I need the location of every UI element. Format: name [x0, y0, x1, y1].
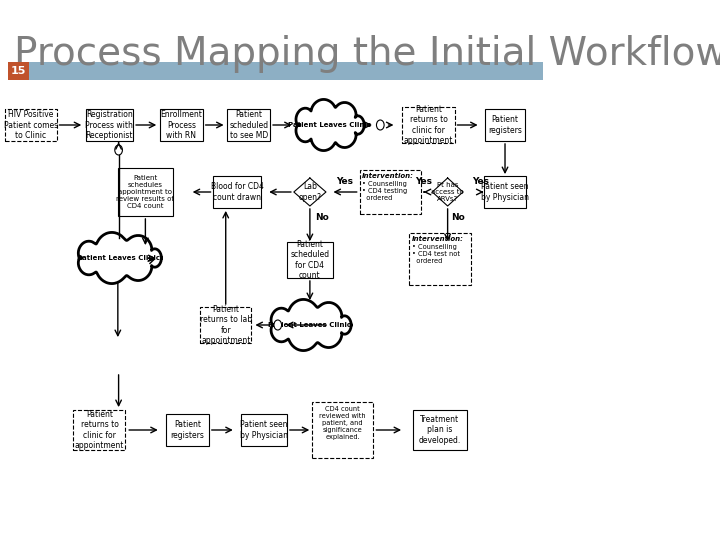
FancyBboxPatch shape: [287, 242, 333, 278]
FancyBboxPatch shape: [118, 168, 173, 216]
Text: Patient seen
by Physician: Patient seen by Physician: [481, 183, 529, 202]
Text: Enrollment
Process
with RN: Enrollment Process with RN: [161, 110, 202, 140]
FancyBboxPatch shape: [241, 414, 287, 446]
Text: Yes: Yes: [415, 177, 433, 186]
Text: Patient
returns to
clinic for
appointment: Patient returns to clinic for appointmen…: [404, 105, 453, 145]
FancyBboxPatch shape: [73, 410, 125, 450]
Text: Intervention:: Intervention:: [362, 173, 414, 179]
FancyBboxPatch shape: [160, 109, 203, 141]
Circle shape: [274, 320, 282, 330]
Text: Yes: Yes: [336, 177, 354, 186]
Text: Patient
registers: Patient registers: [488, 116, 522, 134]
Polygon shape: [294, 178, 326, 206]
Text: HIV Positive
Patient comes
to Clinic: HIV Positive Patient comes to Clinic: [4, 110, 58, 140]
FancyBboxPatch shape: [402, 107, 454, 143]
Text: Patient Leaves Clinic: Patient Leaves Clinic: [269, 322, 351, 328]
Text: No: No: [451, 213, 465, 222]
FancyBboxPatch shape: [8, 62, 29, 80]
Text: No: No: [315, 213, 329, 222]
Text: Patient
schedules
appointment to
review results of
CD4 count: Patient schedules appointment to review …: [117, 175, 174, 209]
FancyBboxPatch shape: [410, 233, 471, 285]
Text: Patient
scheduled
to see MD: Patient scheduled to see MD: [229, 110, 269, 140]
FancyBboxPatch shape: [200, 307, 251, 343]
FancyBboxPatch shape: [312, 402, 374, 458]
Polygon shape: [271, 300, 351, 350]
FancyBboxPatch shape: [228, 109, 270, 141]
FancyBboxPatch shape: [359, 170, 421, 214]
FancyBboxPatch shape: [86, 109, 133, 141]
Text: • Counselling
• CD4 testing
  ordered: • Counselling • CD4 testing ordered: [362, 181, 408, 201]
Text: • Counselling
• CD4 test not
  ordered: • Counselling • CD4 test not ordered: [412, 244, 459, 264]
FancyBboxPatch shape: [485, 109, 525, 141]
FancyBboxPatch shape: [8, 62, 544, 80]
Text: Pt has
access to
ARVs?: Pt has access to ARVs?: [431, 182, 464, 202]
Text: CD4 count
reviewed with
patient, and
significance
explained.: CD4 count reviewed with patient, and sig…: [320, 406, 366, 440]
FancyBboxPatch shape: [166, 414, 209, 446]
Text: Treatment
plan is
developed.: Treatment plan is developed.: [419, 415, 461, 445]
FancyBboxPatch shape: [214, 176, 261, 208]
Text: Registration
Process with
Receptionist: Registration Process with Receptionist: [86, 110, 133, 140]
Circle shape: [114, 145, 122, 155]
Polygon shape: [296, 99, 364, 151]
Text: 15: 15: [11, 66, 26, 76]
Text: Patient Leaves Clinic: Patient Leaves Clinic: [287, 122, 371, 128]
Text: Yes: Yes: [472, 177, 489, 186]
Polygon shape: [432, 178, 463, 206]
FancyBboxPatch shape: [484, 176, 526, 208]
Text: Patient Leaves Clinic: Patient Leaves Clinic: [77, 255, 160, 261]
FancyBboxPatch shape: [413, 410, 467, 450]
Circle shape: [377, 120, 384, 130]
Text: Patient seen
by Physician: Patient seen by Physician: [240, 420, 288, 440]
Text: Patient
returns to
clinic for
appointment: Patient returns to clinic for appointmen…: [75, 410, 124, 450]
Text: Patient
returns to lab
for
appointment: Patient returns to lab for appointment: [199, 305, 252, 345]
Text: Patient
registers: Patient registers: [171, 420, 204, 440]
Text: Intervention:: Intervention:: [412, 236, 464, 242]
Text: Process Mapping the Initial Workflow: Process Mapping the Initial Workflow: [14, 35, 720, 73]
Text: Lab
open?: Lab open?: [298, 183, 321, 202]
Text: Patient
scheduled
for CD4
count: Patient scheduled for CD4 count: [290, 240, 330, 280]
Text: Blood for CD4
count drawn: Blood for CD4 count drawn: [211, 183, 264, 202]
Polygon shape: [78, 232, 161, 284]
FancyBboxPatch shape: [4, 109, 57, 141]
